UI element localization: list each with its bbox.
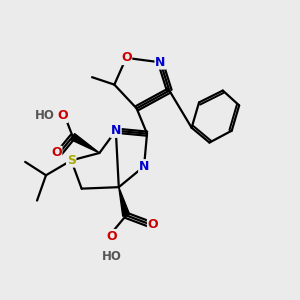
Text: O: O: [121, 51, 131, 64]
Text: O: O: [148, 218, 158, 231]
Text: HO: HO: [35, 109, 55, 122]
Polygon shape: [119, 187, 130, 216]
Text: N: N: [111, 124, 121, 137]
Text: O: O: [106, 230, 117, 243]
Text: N: N: [155, 56, 166, 69]
Text: O: O: [57, 109, 68, 122]
Text: N: N: [139, 160, 149, 173]
Polygon shape: [71, 134, 100, 153]
Text: HO: HO: [101, 250, 121, 262]
Text: S: S: [67, 154, 76, 167]
Text: O: O: [51, 146, 62, 160]
